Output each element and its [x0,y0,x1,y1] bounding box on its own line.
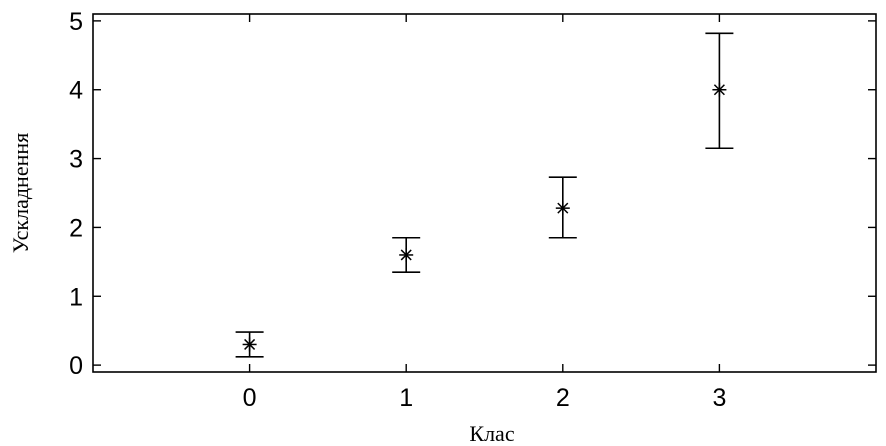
x-tick-label: 0 [243,384,257,412]
plot-frame [92,13,877,373]
x-axis-title: Клас [469,421,514,446]
y-axis-ticks: 0 1 2 3 4 5 [69,8,876,380]
y-tick-label: 3 [69,146,83,174]
asterisk-marker [242,337,257,352]
x-tick-label: 1 [399,384,413,412]
y-tick-label: 4 [69,77,83,105]
y-tick-label: 1 [69,283,83,311]
asterisk-marker [399,247,414,262]
error-bar-point [705,32,734,150]
error-bar-point [235,331,264,358]
y-tick-label: 0 [69,352,83,380]
asterisk-marker [712,82,727,97]
x-tick-label: 3 [712,384,726,412]
y-tick-label: 2 [69,214,83,242]
x-axis-ticks: 0 1 2 3 [243,14,726,412]
y-axis-title: Ускладнення [8,133,33,254]
data-points [235,32,734,358]
error-bar-point [548,176,577,239]
y-tick-label: 5 [69,8,83,36]
error-bar-point [392,236,421,273]
x-tick-label: 2 [556,384,570,412]
asterisk-marker [555,201,570,216]
